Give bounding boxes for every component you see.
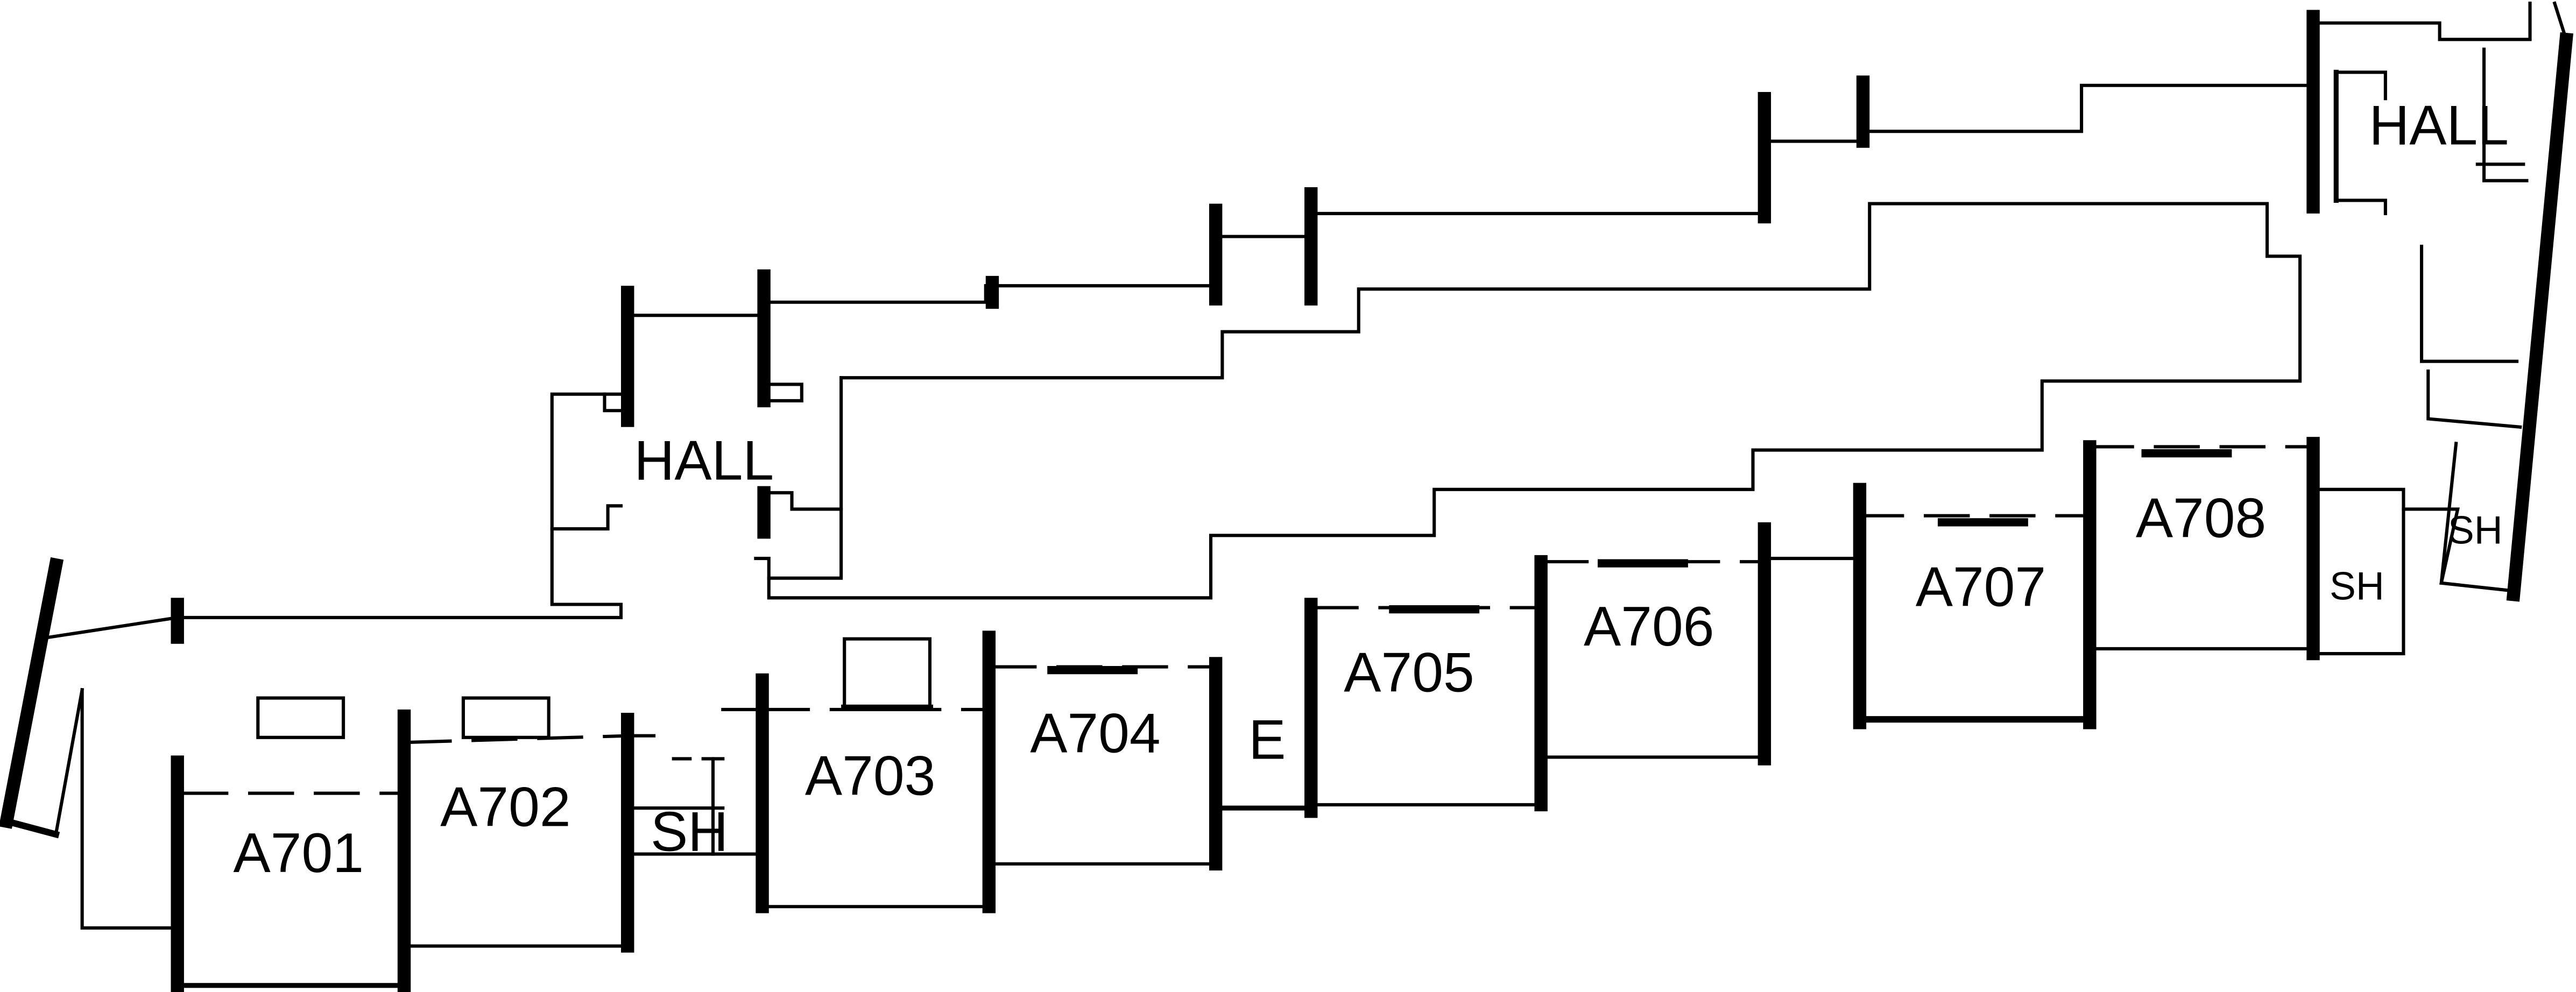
- east-exterior-wall-top: [2552, 1, 2568, 42]
- east-exterior-wall: [2506, 32, 2573, 602]
- east-hall-interior-c: [2482, 47, 2529, 182]
- sh3-outline: [2402, 507, 2519, 593]
- sh2-outline: [2314, 487, 2405, 656]
- hall-west-label: HALL: [634, 429, 774, 491]
- room-labels: HALL HALL A701 A702 SH A703 A704 E A705 …: [234, 94, 2509, 884]
- a702-label: A702: [440, 776, 570, 838]
- east-hall-interior-b: [2334, 199, 2387, 215]
- west-corridor-bottom: [80, 688, 179, 930]
- west-stair-outline: [54, 688, 84, 837]
- hall-east-label: HALL: [2369, 94, 2509, 157]
- a704-label: A704: [1030, 702, 1160, 764]
- east-wall-link: [2439, 441, 2458, 585]
- corridor-north-wall: [47, 83, 2317, 640]
- sh-2-label: SH: [2330, 564, 2384, 608]
- corridor-south-wall: [754, 202, 2302, 600]
- sh-3-label: SH: [2448, 508, 2503, 552]
- sh-1-label: SH: [651, 800, 728, 862]
- a701-label: A701: [234, 821, 364, 884]
- door-markers: [1047, 449, 2232, 675]
- west-exterior-wall: [0, 557, 64, 829]
- a703-fixture: [843, 637, 932, 710]
- a706-label: A706: [1584, 595, 1714, 657]
- west-hall-door-a: [550, 504, 623, 531]
- corridor-core-link: [767, 376, 843, 580]
- a702-fixture: [461, 696, 551, 739]
- core-block-mid: [765, 491, 843, 511]
- west-exterior-foot: [2, 817, 60, 839]
- fixtures: [256, 637, 934, 739]
- core-block-top: [765, 382, 803, 402]
- a701-fixture: [256, 696, 345, 739]
- elevator-label: E: [1248, 708, 1286, 770]
- a707-label: A707: [1916, 556, 2046, 618]
- a703-label: A703: [805, 745, 935, 807]
- east-shaft-outline: [2419, 244, 2519, 363]
- a702-dash: [405, 734, 630, 745]
- east-shaft-lower: [2426, 369, 2522, 429]
- a708-label: A708: [2136, 486, 2266, 549]
- dashed-walls: [182, 445, 2315, 795]
- east-hall-outline: [2313, 2, 2532, 41]
- east-hall-interior-a: [2334, 70, 2387, 101]
- a705-label: A705: [1344, 641, 1474, 703]
- thin-walls: [47, 2, 2532, 948]
